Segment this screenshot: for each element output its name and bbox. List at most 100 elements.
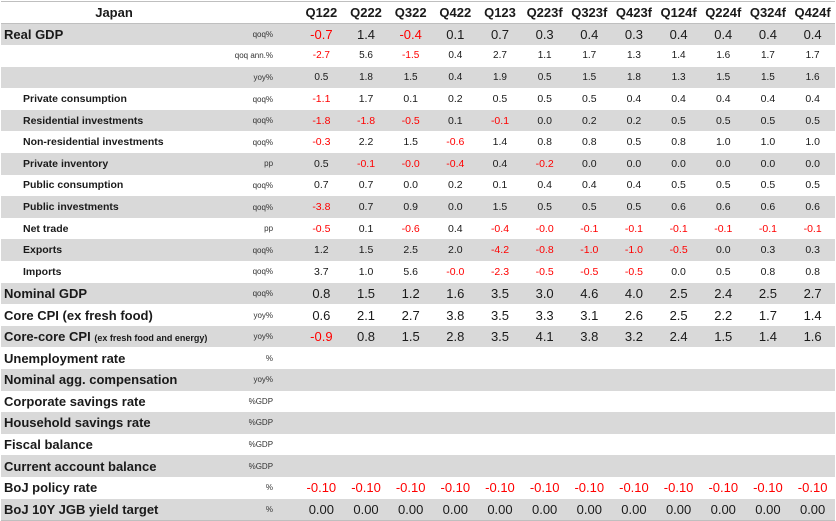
value-cell: 1.5 [582, 71, 597, 83]
row-label-text: Current account balance [4, 458, 157, 474]
row-label: Exports [1, 239, 227, 261]
value-cell: 0.00 [656, 498, 701, 521]
table-row: Non-residential investments qoq% -0.3 2.2 1.… [1, 131, 835, 153]
value-cell: 4.0 [624, 285, 643, 301]
value-cell: 1.7 [582, 50, 597, 62]
column-header: Q123 [477, 1, 523, 24]
value-cell: 3.5 [490, 329, 510, 345]
value-cell [746, 455, 791, 477]
row-label: BoJ 10Y JGB yield target [1, 498, 228, 521]
value-cell: 0.2 [448, 93, 463, 106]
row-label: Imports [1, 261, 227, 283]
value-cell [388, 369, 433, 391]
table-body: Real GDP qoq% -0.7 1.4 -0.4 0.1 0.7 0.3 0.4 0.3 0.… [1, 23, 835, 521]
value-cell: 3.5 [490, 307, 510, 323]
value-cell: 1.7 [805, 50, 820, 62]
value-cell: 0.00 [299, 498, 344, 521]
column-header: Q223f [522, 1, 567, 24]
table-row: Corporate savings rate %GDP [1, 391, 835, 413]
table-row: Imports qoq% 3.7 1.0 5.6 -0.0 -2.3 -0.5 -0.5 -0.5… [1, 261, 835, 283]
table-row: Core CPI (ex fresh food) yoy% 0.6 2.1 2.7 3.8… [1, 304, 835, 326]
value-cell: 0.0 [715, 244, 731, 257]
table-row: Public consumption qoq% 0.7 0.7 0.0 0.2 0.1 0.4… [1, 175, 835, 197]
value-cell [746, 347, 791, 369]
value-cell: 0.4 [714, 27, 733, 43]
value-cell [388, 455, 433, 477]
value-cell [522, 434, 567, 456]
row-label-text: Household savings rate [4, 415, 151, 431]
value-cell: 1.5 [714, 329, 733, 345]
row-unit: qoq% [252, 30, 274, 40]
value-cell: -2.3 [490, 265, 510, 278]
value-cell: 2.7 [803, 285, 822, 301]
value-cell: 2.5 [758, 285, 777, 301]
value-cell: -0.3 [312, 136, 331, 149]
row-unit: %GDP [248, 440, 274, 450]
value-cell: 1.4 [803, 307, 822, 323]
value-cell: 0.4 [448, 50, 463, 62]
value-cell: 0.5 [314, 71, 329, 83]
value-cell: 0.3 [760, 244, 776, 257]
value-cell: 1.4 [671, 50, 686, 62]
value-cell: 1.3 [627, 50, 641, 62]
row-label-text: Real GDP [4, 27, 64, 43]
value-cell: -0.10 [797, 480, 828, 496]
value-cell: 1.7 [358, 93, 374, 106]
column-header: Q222 [343, 1, 389, 24]
value-cell: 3.7 [314, 265, 329, 278]
value-cell: 1.4 [758, 329, 777, 345]
value-cell [299, 391, 344, 413]
value-cell: 2.7 [401, 307, 420, 323]
value-cell: 0.4 [448, 222, 463, 235]
value-cell [388, 412, 433, 434]
value-cell: 0.00 [343, 498, 389, 521]
table-title: Japan [1, 1, 228, 24]
column-header: Q124f [656, 1, 701, 24]
value-cell: 0.8 [356, 329, 376, 345]
value-cell: -0.4 [490, 222, 510, 235]
value-cell [567, 347, 612, 369]
value-cell: 2.7 [493, 50, 507, 62]
value-cell: 1.6 [803, 329, 822, 345]
value-cell: -0.1 [580, 222, 599, 235]
value-cell: 0.4 [760, 93, 776, 106]
value-cell [746, 391, 791, 413]
row-unit: qoq% [252, 267, 274, 277]
value-cell: 1.0 [358, 265, 374, 278]
value-cell: 0.5 [537, 93, 552, 106]
value-cell [567, 391, 612, 413]
row-label: Corporate savings rate [1, 391, 227, 413]
value-cell: -0.10 [485, 480, 515, 496]
value-cell: -0.1 [803, 222, 822, 235]
value-cell: 0.0 [671, 265, 686, 278]
value-cell: 2.5 [669, 307, 688, 323]
row-label-text: Unemployment rate [4, 350, 126, 366]
value-cell: 0.0 [805, 157, 820, 170]
value-cell [344, 369, 389, 391]
value-cell [612, 369, 657, 391]
value-cell: 0.0 [671, 157, 686, 170]
value-cell: -0.6 [446, 136, 465, 149]
value-cell: 0.4 [626, 179, 642, 192]
value-cell: 1.2 [314, 244, 329, 257]
value-cell [433, 347, 478, 369]
row-label-text: Residential investments [23, 114, 144, 127]
value-cell: 0.4 [805, 93, 820, 106]
value-cell: 0.00 [522, 498, 567, 521]
value-cell: 1.7 [760, 50, 775, 62]
value-cell: 1.5 [401, 329, 420, 345]
value-cell: 0.1 [448, 114, 463, 127]
value-cell [344, 347, 389, 369]
table-row: Household savings rate %GDP [1, 412, 835, 434]
value-cell: 2.4 [714, 285, 733, 301]
value-cell [522, 369, 567, 391]
value-cell: 0.4 [715, 93, 731, 106]
row-unit: % [227, 498, 300, 521]
value-cell: 1.5 [492, 201, 508, 214]
row-label: Private consumption [1, 88, 227, 110]
row-label-text: BoJ 10Y JGB yield target [4, 501, 159, 517]
row-label: Private inventory [1, 153, 227, 175]
value-cell: 0.00 [433, 498, 478, 521]
value-cell [746, 369, 791, 391]
